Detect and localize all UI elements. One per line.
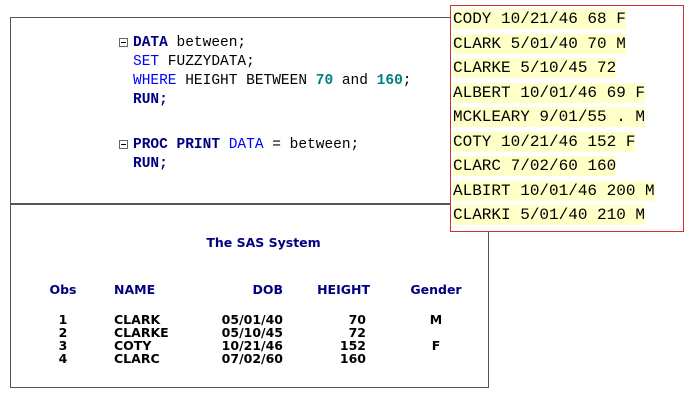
code-token: ;: [402, 73, 412, 89]
raw-data-text: ALBERT 10/01/46 69 F: [453, 82, 646, 103]
table-cell: F: [431, 338, 441, 353]
code-token: DATA: [133, 35, 168, 51]
raw-data-line: CODY 10/21/46 68 F: [453, 9, 683, 34]
code-line: WHERE HEIGHT BETWEEN 70 and 160;: [117, 72, 411, 91]
table-cell: 07/02/60: [221, 351, 283, 366]
table-cell: CLARKE: [114, 325, 169, 340]
table-cell: 152: [339, 338, 366, 353]
output-window: The SAS System Obs NAME DOB HEIGHT Gender 1 CL…: [10, 204, 489, 388]
table-cell: 160: [339, 351, 366, 366]
raw-data-line: CLARKE 5/10/45 72: [453, 58, 683, 83]
code-line: SET FUZZYDATA;: [117, 53, 411, 72]
raw-data-text: ALBIRT 10/01/46 200 M: [453, 180, 655, 201]
table-cell: 3: [58, 338, 68, 353]
raw-data-line: CLARKI 5/01/40 210 M: [453, 205, 683, 230]
table-cell: COTY: [114, 338, 152, 353]
collapse-marker: [119, 140, 128, 149]
raw-data-text: CODY 10/21/46 68 F: [453, 9, 626, 29]
code-token: HEIGHT BETWEEN: [176, 73, 316, 89]
table-cell: M: [429, 312, 443, 327]
table-cell: 05/10/45: [221, 325, 283, 340]
table-cell: 10/21/46: [221, 338, 283, 353]
code-token: RUN;: [133, 156, 168, 172]
column-header: HEIGHT: [317, 282, 370, 297]
code-block: PROC PRINT DATA = between; RUN;: [117, 136, 359, 174]
raw-data-box: CODY 10/21/46 68 F CLARK 5/01/40 70 M CLAR…: [450, 5, 684, 232]
code-token: WHERE: [133, 73, 177, 89]
table-cell: CLARK: [114, 312, 161, 327]
code-token: 160: [376, 73, 403, 89]
table-cell: 05/01/40: [221, 312, 283, 327]
column-header: Obs: [49, 282, 77, 297]
code-editor: DATA between; SET FUZZYDATA; WHERE HEIGHT …: [10, 17, 489, 204]
code-token: and: [333, 73, 377, 89]
column-header: NAME: [114, 282, 156, 297]
code-token: FUZZYDATA;: [159, 54, 255, 70]
table-cell: CLARC: [114, 351, 160, 366]
raw-data-line: ALBERT 10/01/46 69 F: [453, 82, 683, 108]
raw-data-line: ALBIRT 10/01/46 200 M: [453, 180, 683, 206]
raw-data-line: CLARK 5/01/40 70 M: [453, 33, 683, 59]
code-token: DATA: [220, 137, 264, 153]
code-token: PROC PRINT: [133, 137, 221, 153]
code-block: DATA between; SET FUZZYDATA; WHERE HEIGHT …: [117, 34, 411, 110]
code-line: RUN;: [117, 91, 411, 110]
column-header: DOB: [252, 282, 283, 297]
code-token: between;: [167, 35, 247, 51]
raw-data-text: CLARK 5/01/40 70 M: [453, 33, 626, 54]
collapse-marker: [119, 38, 128, 47]
table-cell: 4: [58, 351, 68, 366]
code-token: = between;: [263, 137, 360, 153]
code-token: 70: [315, 73, 334, 89]
code-line: RUN;: [117, 155, 359, 174]
code-line: DATA between;: [117, 34, 411, 53]
raw-data-line: COTY 10/21/46 152 F: [453, 131, 683, 157]
table-cell: 1: [58, 312, 68, 327]
column-header: Gender: [410, 282, 462, 297]
raw-data-text: CLARKE 5/10/45 72: [453, 58, 617, 78]
table-cell: 2: [58, 325, 68, 340]
table-cell: 72: [348, 325, 366, 340]
code-token: RUN;: [133, 92, 168, 108]
raw-data-text: CLARC 7/02/60 160: [453, 156, 617, 176]
raw-data-text: CLARKI 5/01/40 210 M: [453, 205, 646, 225]
code-token: SET: [133, 54, 160, 70]
raw-data-text: MCKLEARY 9/01/55 . M: [453, 107, 646, 127]
raw-data-line: MCKLEARY 9/01/55 . M: [453, 107, 683, 132]
raw-data-line: CLARC 7/02/60 160: [453, 156, 683, 181]
raw-data-text: COTY 10/21/46 152 F: [453, 131, 636, 152]
output-title: The SAS System: [206, 235, 321, 250]
table-cell: 70: [348, 312, 366, 327]
code-line: PROC PRINT DATA = between;: [117, 136, 359, 155]
